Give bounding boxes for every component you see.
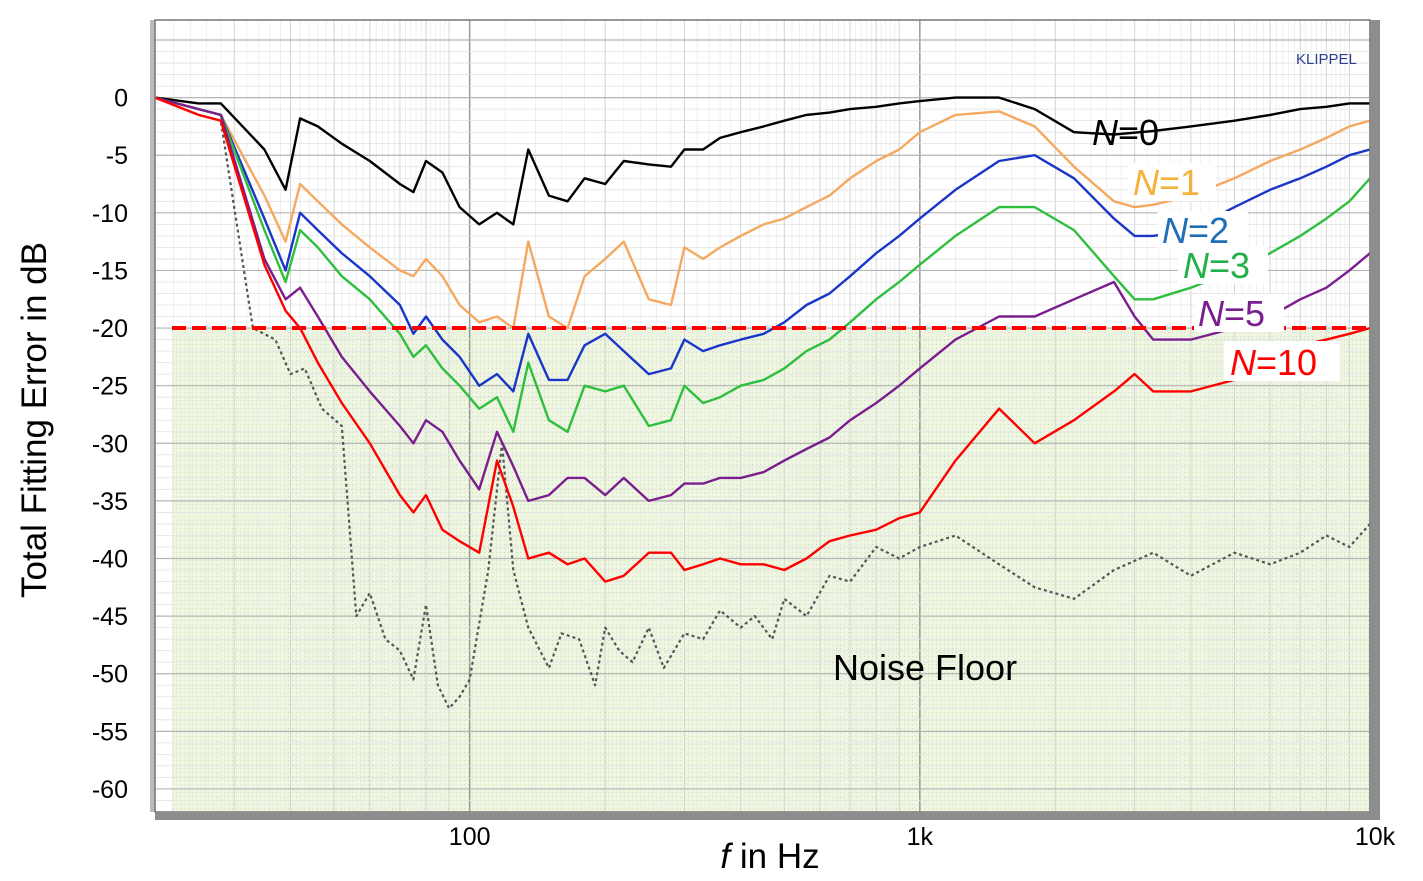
svg-text:N=3: N=3 (1183, 245, 1250, 286)
series-label-n3-eq: =3 (1209, 245, 1250, 286)
svg-text:N=2: N=2 (1162, 210, 1229, 251)
series-line-n-2 (154, 96, 1371, 393)
series-label-n3: N=3 (1178, 245, 1268, 286)
y-tick-label: -15 (92, 257, 128, 285)
y-tick-label: -35 (92, 488, 128, 516)
y-tick-label: -60 (92, 776, 128, 804)
series-label-n2-var: N (1162, 210, 1189, 251)
x-axis-label-unit: in Hz (730, 837, 819, 876)
plot-area: 0 -5 -10 -15 -20 -25 -30 -35 -40 -45 -50 -55 -60 100 1… (92, 19, 1396, 851)
y-tick-label: -20 (92, 315, 128, 343)
x-axis-label: f in Hz (720, 837, 819, 876)
series-line-n-3 (154, 96, 1371, 433)
series-label-n10: N=10 (1224, 341, 1340, 383)
bottom-edge-shadow (155, 812, 1380, 820)
series-line-n-10 (154, 96, 1371, 583)
right-edge-shadow (1370, 20, 1380, 820)
y-tick-label: -55 (92, 718, 128, 746)
y-tick-label: -5 (106, 142, 128, 170)
series-label-n1-var: N (1133, 162, 1160, 203)
series-label-n2-eq: =2 (1188, 210, 1229, 251)
series-label-n1: N=1 (1128, 162, 1216, 203)
series-label-n10-eq: =10 (1256, 342, 1317, 383)
noise-floor-label: Noise Floor (833, 647, 1017, 688)
series-line-n-1 (154, 96, 1371, 330)
series-label-n0-var: N (1092, 112, 1119, 153)
series-label-n2: N=2 (1158, 210, 1248, 251)
series-label-n0-eq: =0 (1118, 112, 1159, 153)
grid (154, 20, 1371, 813)
y-tick-label: -25 (92, 373, 128, 401)
series-label-n0: N=0 (1092, 112, 1159, 153)
series-line-n-5 (154, 96, 1371, 503)
y-tick-label: -10 (92, 200, 128, 228)
y-tick-label: -30 (92, 430, 128, 458)
y-axis-label: Total Fitting Error in dB (15, 242, 54, 598)
svg-text:N=10: N=10 (1230, 342, 1317, 383)
series-label-n5-var: N (1198, 293, 1225, 334)
series-label-n10-var: N (1230, 342, 1257, 383)
left-gutter (150, 20, 155, 812)
y-tick-label: -40 (92, 546, 128, 574)
series-label-n1-eq: =1 (1159, 162, 1200, 203)
series-label-n5-eq: =5 (1224, 293, 1265, 334)
series-line-n-0 (154, 96, 1370, 226)
y-tick-label: -45 (92, 603, 128, 631)
brand-label: KLIPPEL (1296, 51, 1357, 68)
svg-text:N=0: N=0 (1092, 112, 1159, 153)
x-tick-label: 1k (907, 823, 934, 851)
svg-text:N=1: N=1 (1133, 162, 1200, 203)
series-label-n5: N=5 (1194, 293, 1284, 334)
x-tick-label: 10k (1355, 823, 1396, 851)
x-tick-label: 100 (449, 823, 491, 851)
series-label-n3-var: N (1183, 245, 1210, 286)
series-line-noise-floor (154, 96, 1371, 710)
y-tick-label: 0 (114, 85, 128, 113)
svg-text:N=5: N=5 (1198, 293, 1265, 334)
y-tick-label: -50 (92, 661, 128, 689)
